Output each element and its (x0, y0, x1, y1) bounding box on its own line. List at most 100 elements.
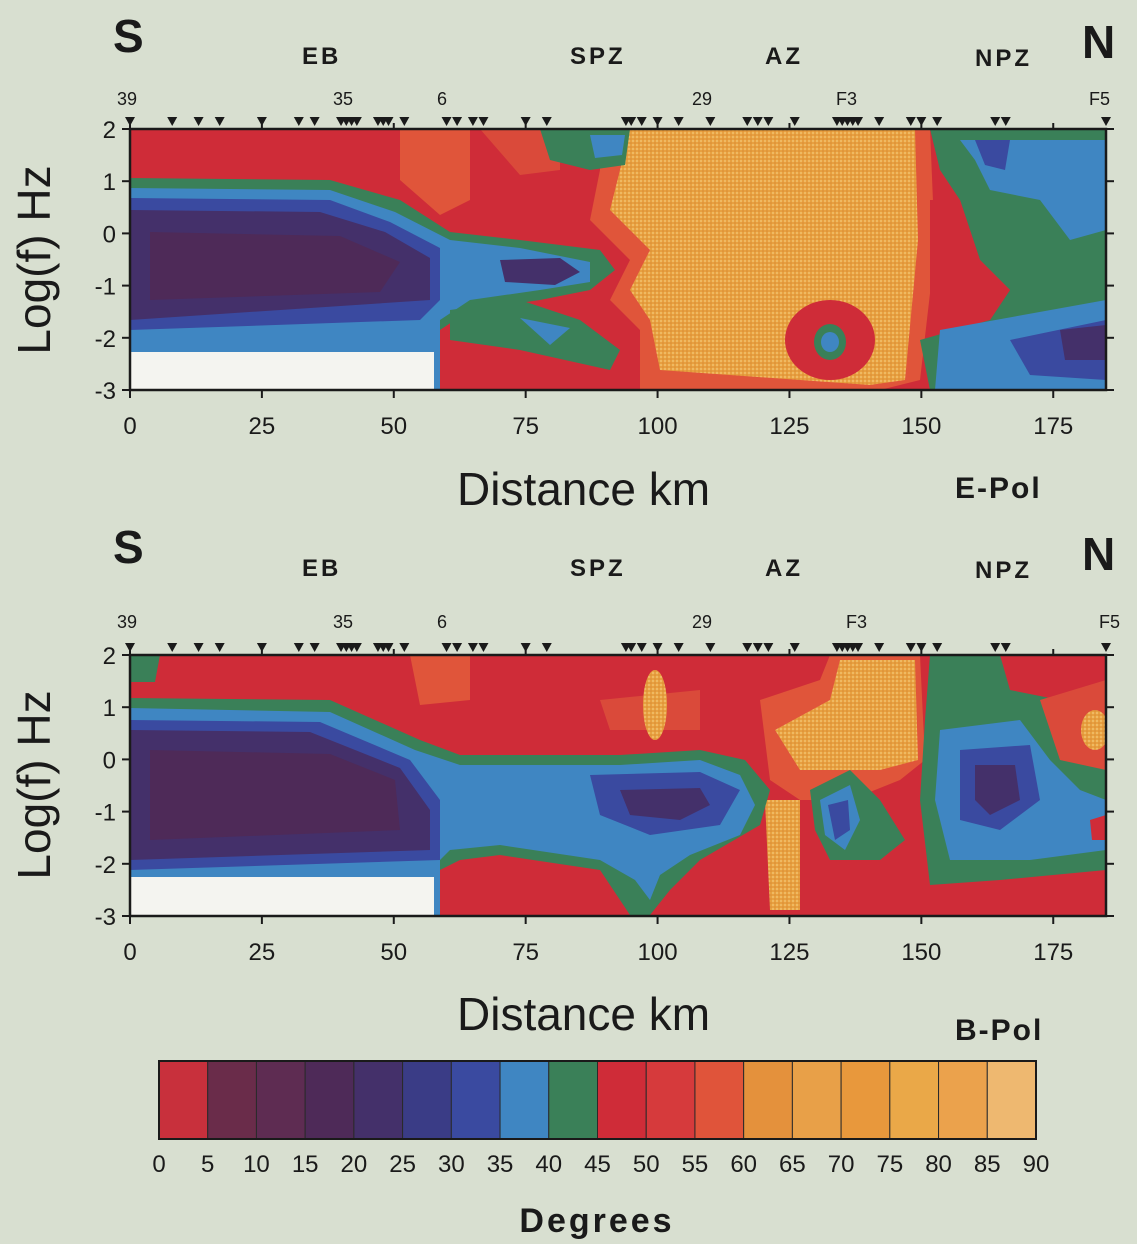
colorbar-cell (743, 1060, 793, 1140)
station-marker (478, 643, 489, 652)
colorbar-tick-label: 35 (487, 1151, 514, 1178)
y-tick-label: -2 (95, 326, 116, 353)
zone-label-spz: SPZ (570, 43, 626, 70)
y-tick-label: -3 (95, 904, 116, 931)
station-marker (752, 117, 763, 126)
colorbar-cell (353, 1060, 404, 1140)
station-marker (789, 117, 800, 126)
station-marker (990, 643, 1001, 652)
zone-label-eb: EB (302, 555, 341, 582)
station-marker (636, 117, 647, 126)
station-marker (763, 117, 774, 126)
x-tick-label: 25 (249, 413, 276, 440)
zone-label-spz: SPZ (570, 555, 626, 582)
site-label: 29 (692, 89, 712, 109)
station-marker (1101, 643, 1111, 652)
station-marker (752, 643, 763, 652)
station-marker (383, 643, 394, 652)
station-marker (541, 643, 552, 652)
polarization-label: E-Pol (955, 472, 1042, 505)
x-tick-label: 100 (638, 939, 678, 966)
y-tick-label: 1 (103, 695, 116, 722)
x-tick-label: 100 (638, 413, 678, 440)
station-marker (1000, 117, 1011, 126)
y-tick-label: -1 (95, 274, 116, 301)
colorbar-cell (694, 1060, 745, 1140)
y-axis-title: Log(f) Hz (8, 165, 60, 354)
station-marker (441, 117, 452, 126)
station-marker (452, 643, 463, 652)
station-marker (763, 643, 774, 652)
station-marker (293, 117, 304, 126)
colorbar-cell (840, 1060, 891, 1140)
colorbar-cell (889, 1060, 940, 1140)
x-tick-label: 75 (512, 413, 539, 440)
south-label: S (113, 521, 144, 573)
site-label: F5 (1089, 89, 1110, 109)
station-marker (932, 117, 943, 126)
colorbar-tick-label: 85 (974, 1151, 1001, 1178)
station-marker (636, 643, 647, 652)
colorbar-cells (158, 1060, 1037, 1140)
station-marker (520, 643, 531, 652)
station-marker (916, 643, 927, 652)
colorbar-ticks: 0 5 10 15 20 25 30 35 40 45 50 55 60 65 70 75 80 85 90 (152, 1151, 1049, 1178)
x-tick-label: 25 (249, 939, 276, 966)
colorbar-cell (499, 1060, 550, 1140)
station-marker (256, 117, 267, 126)
colorbar-cell (304, 1060, 355, 1140)
station-marker (905, 117, 916, 126)
colorbar-cell (207, 1060, 257, 1140)
site-label: F3 (846, 612, 867, 632)
colorbar-cell (450, 1060, 501, 1140)
colorbar-tick-label: 5 (201, 1151, 214, 1178)
colorbar-title: Degrees (519, 1202, 674, 1240)
station-marker (193, 643, 204, 652)
station-marker (742, 117, 753, 126)
y-tick-label: -2 (95, 852, 116, 879)
station-marker (467, 117, 478, 126)
station-marker (789, 643, 800, 652)
colorbar-cell (791, 1060, 842, 1140)
site-label: 39 (117, 89, 137, 109)
site-label: 6 (437, 612, 447, 632)
y-tick-label: 2 (103, 117, 116, 144)
station-marker (125, 643, 135, 652)
colorbar-tick-label: 20 (341, 1151, 368, 1178)
colorbar-tick-label: 0 (152, 1151, 165, 1178)
site-label: 39 (117, 612, 137, 632)
colorbar-cell (938, 1060, 988, 1140)
axes: 0 25 50 75 100 125 150 175 2 1 0 -1 -2 -3 (95, 643, 1114, 966)
x-tick-label: 125 (769, 413, 809, 440)
station-marker (652, 117, 663, 126)
colorbar-tick-label: 90 (1023, 1151, 1050, 1178)
station-marker (520, 117, 531, 126)
station-marker (467, 643, 478, 652)
x-tick-label: 150 (901, 413, 941, 440)
south-label: S (113, 10, 144, 62)
station-marker (214, 117, 225, 126)
site-label: F5 (1099, 612, 1120, 632)
colorbar-tick-label: 30 (438, 1151, 465, 1178)
colorbar-tick-label: 80 (925, 1151, 952, 1178)
colorbar-cell (158, 1060, 209, 1140)
station-marker (652, 643, 663, 652)
station-marker (167, 643, 178, 652)
colorbar-frame (158, 1060, 1037, 1140)
x-tick-label: 0 (123, 413, 136, 440)
colorbar-cell (986, 1060, 1037, 1140)
colorbar: 0 5 10 15 20 25 30 35 40 45 50 55 60 65 70 75 80 85 90 Deg… (152, 1060, 1049, 1240)
station-marker (742, 643, 753, 652)
colorbar-tick-label: 25 (389, 1151, 416, 1178)
colorbar-tick-label: 15 (292, 1151, 319, 1178)
station-marker (853, 643, 864, 652)
site-label: 35 (333, 89, 353, 109)
x-tick-label: 75 (512, 939, 539, 966)
station-marker (309, 643, 320, 652)
station-marker (351, 117, 362, 126)
x-axis-title: Distance km (457, 463, 710, 515)
zone-label-az: AZ (765, 555, 803, 582)
plot-frame (128, 653, 1108, 918)
station-marker (874, 117, 885, 126)
station-marker (167, 117, 178, 126)
